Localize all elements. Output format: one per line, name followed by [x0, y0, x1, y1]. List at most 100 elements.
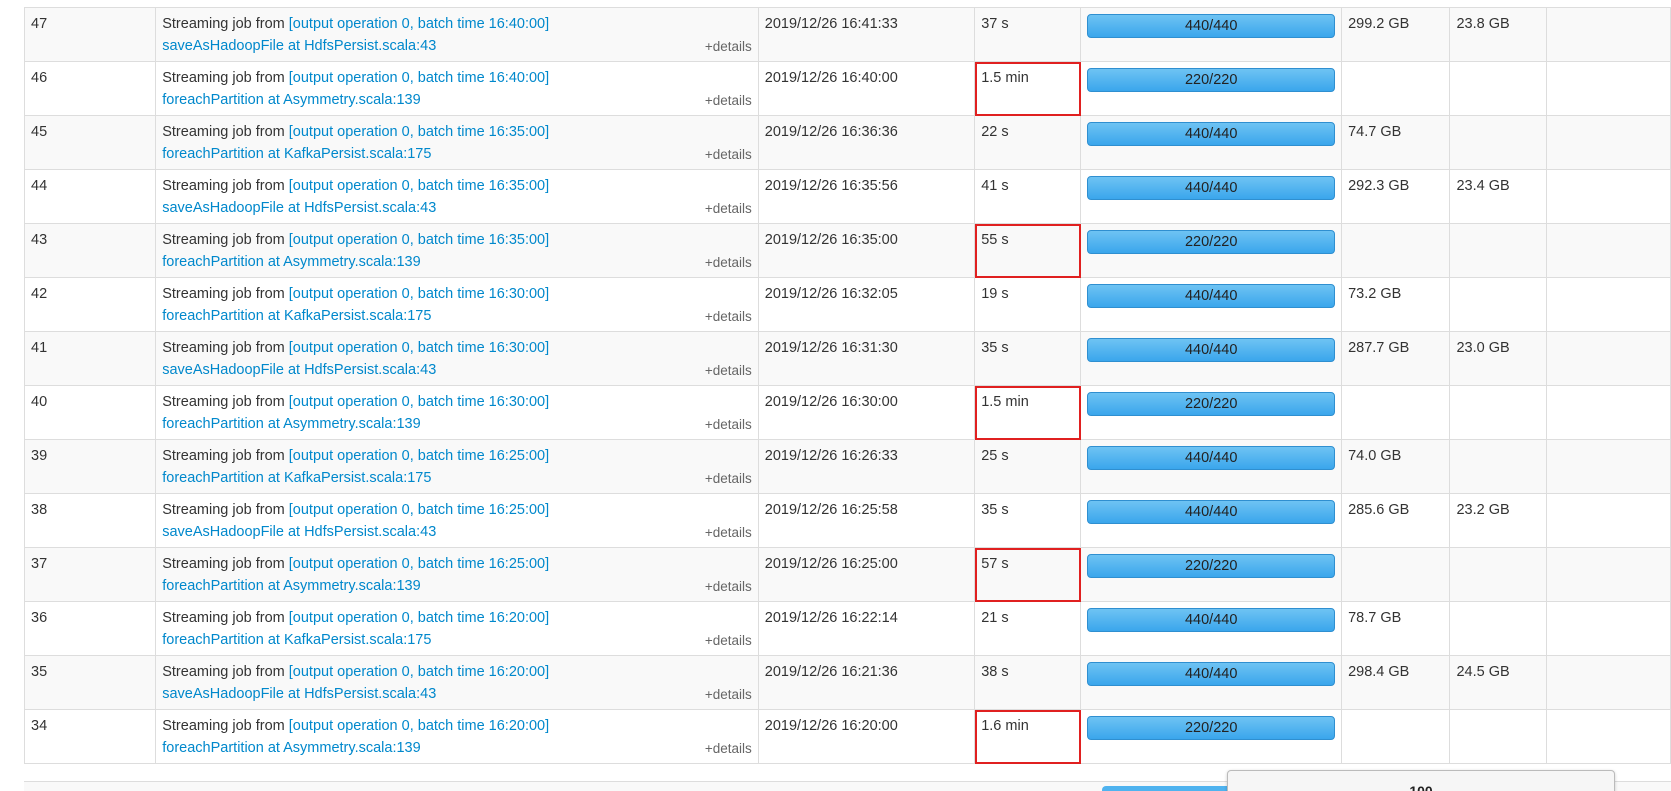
details-toggle[interactable]: +details [704, 39, 752, 54]
batch-link[interactable]: [output operation 0, batch time 16:35:00… [288, 178, 550, 194]
details-toggle[interactable]: +details [704, 741, 752, 756]
batch-link[interactable]: [output operation 0, batch time 16:40:00… [288, 16, 550, 32]
table-row: 45 Streaming job from [output operation 0… [23, 115, 1671, 170]
batch-link[interactable]: [output operation 0, batch time 16:35:00… [288, 232, 550, 248]
batch-link[interactable]: [output operation 0, batch time 16:20:00… [288, 610, 550, 626]
submitted-cell: 2019/12/26 16:36:36 [757, 115, 976, 170]
extra-cell [1545, 277, 1671, 332]
job-id-cell: 40 [23, 385, 157, 440]
batch-link[interactable]: [output operation 0, batch time 16:30:00… [288, 286, 550, 302]
callsite-link[interactable]: saveAsHadoopFile at HdfsPersist.scala:43 [162, 38, 437, 54]
details-toggle[interactable]: +details [704, 93, 752, 108]
task-progress-label: 220/220 [1184, 720, 1238, 736]
batch-link[interactable]: [output operation 0, batch time 16:30:00… [288, 340, 550, 356]
task-progress-bar: 440/440 [1087, 608, 1336, 632]
callsite-link[interactable]: foreachPartition at Asymmetry.scala:139 [162, 416, 421, 432]
output-cell [1449, 277, 1547, 332]
description-cell: Streaming job from [output operation 0, … [155, 7, 759, 62]
callsite-link[interactable]: saveAsHadoopFile at HdfsPersist.scala:43 [162, 362, 437, 378]
job-id-cell: 38 [23, 493, 157, 548]
duration-cell: 35 s [974, 493, 1082, 548]
task-progress-label: 220/220 [1184, 396, 1238, 412]
description-cell: Streaming job from [output operation 0, … [155, 439, 759, 494]
details-toggle[interactable]: +details [704, 147, 752, 162]
extra-cell [1545, 223, 1671, 278]
batch-link[interactable]: [output operation 0, batch time 16:20:00… [288, 664, 550, 680]
details-toggle[interactable]: +details [704, 579, 752, 594]
details-toggle[interactable]: +details [704, 471, 752, 486]
duration: 1.5 min [981, 394, 1029, 410]
task-progress-label: 220/220 [1184, 72, 1238, 88]
callsite-link[interactable]: foreachPartition at KafkaPersist.scala:1… [162, 146, 432, 162]
callsite-link[interactable]: foreachPartition at KafkaPersist.scala:1… [162, 632, 432, 648]
output-size: 24.5 GB [1456, 664, 1510, 680]
duration-cell: 35 s [974, 331, 1082, 386]
output-cell [1449, 547, 1547, 602]
callsite-link[interactable]: saveAsHadoopFile at HdfsPersist.scala:43 [162, 200, 437, 216]
job-id-cell: 39 [23, 439, 157, 494]
table-row: 41 Streaming job from [output operation 0… [23, 331, 1671, 386]
submitted-cell: 2019/12/26 16:31:30 [757, 331, 976, 386]
submitted-time: 2019/12/26 16:32:05 [764, 286, 898, 302]
callsite-link[interactable]: foreachPartition at Asymmetry.scala:139 [162, 578, 421, 594]
tasks-cell: 220/220 [1080, 223, 1343, 278]
batch-link[interactable]: [output operation 0, batch time 16:40:00… [288, 70, 550, 86]
input-cell: 287.7 GB [1341, 331, 1451, 386]
extra-cell [1545, 493, 1671, 548]
input-size: 299.2 GB [1348, 16, 1410, 32]
duration: 1.6 min [981, 718, 1029, 734]
table-row: 42 Streaming job from [output operation 0… [23, 277, 1671, 332]
task-progress-label: 220/220 [1184, 234, 1238, 250]
description-prefix: Streaming job from [162, 502, 289, 518]
extra-cell [1545, 115, 1671, 170]
details-toggle[interactable]: +details [704, 417, 752, 432]
callsite-link[interactable]: foreachPartition at KafkaPersist.scala:1… [162, 308, 432, 324]
job-id-cell: 41 [23, 331, 157, 386]
table-row-partial [24, 781, 1671, 791]
table-row: 38 Streaming job from [output operation 0… [23, 493, 1671, 548]
output-size: 23.0 GB [1456, 340, 1510, 356]
details-toggle[interactable]: +details [704, 201, 752, 216]
details-toggle[interactable]: +details [704, 309, 752, 324]
duration: 35 s [981, 502, 1009, 518]
batch-link[interactable]: [output operation 0, batch time 16:30:00… [288, 394, 550, 410]
job-id: 34 [31, 718, 48, 734]
batch-link[interactable]: [output operation 0, batch time 16:25:00… [288, 448, 550, 464]
callsite-link[interactable]: foreachPartition at Asymmetry.scala:139 [162, 92, 421, 108]
job-id: 44 [31, 178, 48, 194]
extra-cell [1545, 601, 1671, 656]
batch-link[interactable]: [output operation 0, batch time 16:20:00… [288, 718, 550, 734]
callsite-link[interactable]: saveAsHadoopFile at HdfsPersist.scala:43 [162, 524, 437, 540]
callsite-link[interactable]: foreachPartition at KafkaPersist.scala:1… [162, 470, 432, 486]
tasks-cell: 440/440 [1080, 439, 1343, 494]
description-cell: Streaming job from [output operation 0, … [155, 547, 759, 602]
callsite-link[interactable]: saveAsHadoopFile at HdfsPersist.scala:43 [162, 686, 437, 702]
details-toggle[interactable]: +details [704, 687, 752, 702]
details-toggle[interactable]: +details [704, 363, 752, 378]
callsite-link[interactable]: foreachPartition at Asymmetry.scala:139 [162, 254, 421, 270]
batch-link[interactable]: [output operation 0, batch time 16:35:00… [288, 124, 550, 140]
output-cell [1449, 61, 1547, 116]
description-prefix: Streaming job from [162, 718, 289, 734]
input-cell: 74.7 GB [1341, 115, 1451, 170]
callsite-link[interactable]: foreachPartition at Asymmetry.scala:139 [162, 740, 421, 756]
duration-cell: 37 s [974, 7, 1082, 62]
extra-cell [1545, 331, 1671, 386]
duration: 35 s [981, 340, 1009, 356]
details-toggle[interactable]: +details [704, 633, 752, 648]
table-row: 34 Streaming job from [output operation 0… [23, 709, 1671, 764]
output-cell: 23.4 GB [1449, 169, 1547, 224]
batch-link[interactable]: [output operation 0, batch time 16:25:00… [288, 502, 550, 518]
details-toggle[interactable]: +details [704, 525, 752, 540]
output-cell [1449, 115, 1547, 170]
details-toggle[interactable]: +details [704, 255, 752, 270]
job-id-cell: 35 [23, 655, 157, 710]
batch-link[interactable]: [output operation 0, batch time 16:25:00… [288, 556, 550, 572]
input-cell: 298.4 GB [1341, 655, 1451, 710]
submitted-cell: 2019/12/26 16:20:00 [757, 709, 976, 764]
submitted-cell: 2019/12/26 16:35:00 [757, 223, 976, 278]
duration: 37 s [981, 16, 1009, 32]
description-prefix: Streaming job from [162, 16, 289, 32]
jobs-table: 47 Streaming job from [output operation 0… [23, 7, 1671, 764]
